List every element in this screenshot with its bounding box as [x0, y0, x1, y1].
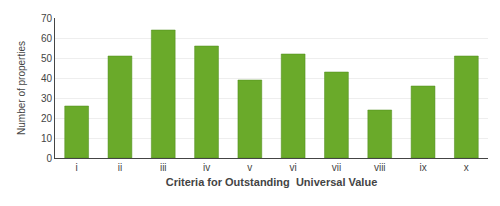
svg-text:30: 30 — [41, 93, 53, 104]
svg-text:vii: vii — [332, 162, 341, 173]
svg-text:x: x — [464, 162, 469, 173]
svg-text:20: 20 — [41, 113, 53, 124]
svg-text:0: 0 — [46, 153, 52, 164]
svg-text:viii: viii — [374, 162, 386, 173]
svg-text:iv: iv — [203, 162, 210, 173]
svg-text:iii: iii — [160, 162, 167, 173]
svg-text:v: v — [247, 162, 252, 173]
svg-text:Criteria for Outstanding Univ: Criteria for Outstanding Universal Value — [166, 176, 378, 188]
svg-text:40: 40 — [41, 73, 53, 84]
svg-text:10: 10 — [41, 133, 53, 144]
svg-text:i: i — [76, 162, 78, 173]
svg-text:60: 60 — [41, 33, 53, 44]
svg-text:Number of properties: Number of properties — [16, 41, 27, 135]
svg-text:70: 70 — [41, 13, 53, 24]
svg-text:50: 50 — [41, 53, 53, 64]
svg-text:vi: vi — [290, 162, 297, 173]
svg-text:ii: ii — [118, 162, 122, 173]
svg-text:ix: ix — [419, 162, 426, 173]
